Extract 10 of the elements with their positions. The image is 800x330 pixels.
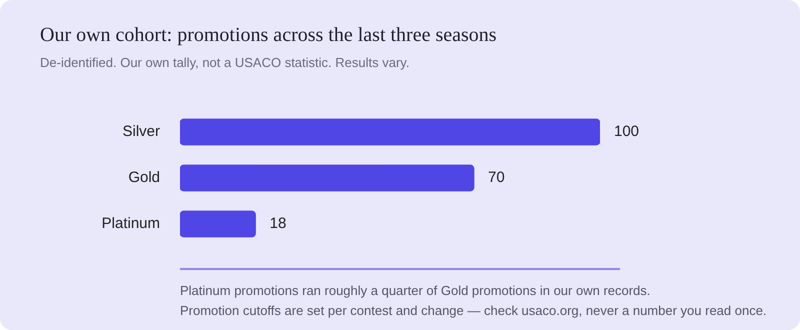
chart-title: Our own cohort: promotions across the last three seasons [40,24,497,47]
y-tick-label: Silver [122,123,160,140]
y-tick-label: Platinum [102,215,160,232]
text: Platinum promotions ran roughly a quarter of Gold promotions in our own records. [180,282,652,300]
data-label: 100 [614,123,640,140]
text: Promotion cutoffs are set per contest and change — check usaco.org, never a number you read once. [180,302,767,320]
y-tick-label: Gold [128,169,160,186]
data-label: 18 [270,215,286,232]
chart-subtitle: De-identified. Our own tally, not a USACO statistic. Results vary. [40,55,410,70]
data-label: 70 [488,169,505,186]
